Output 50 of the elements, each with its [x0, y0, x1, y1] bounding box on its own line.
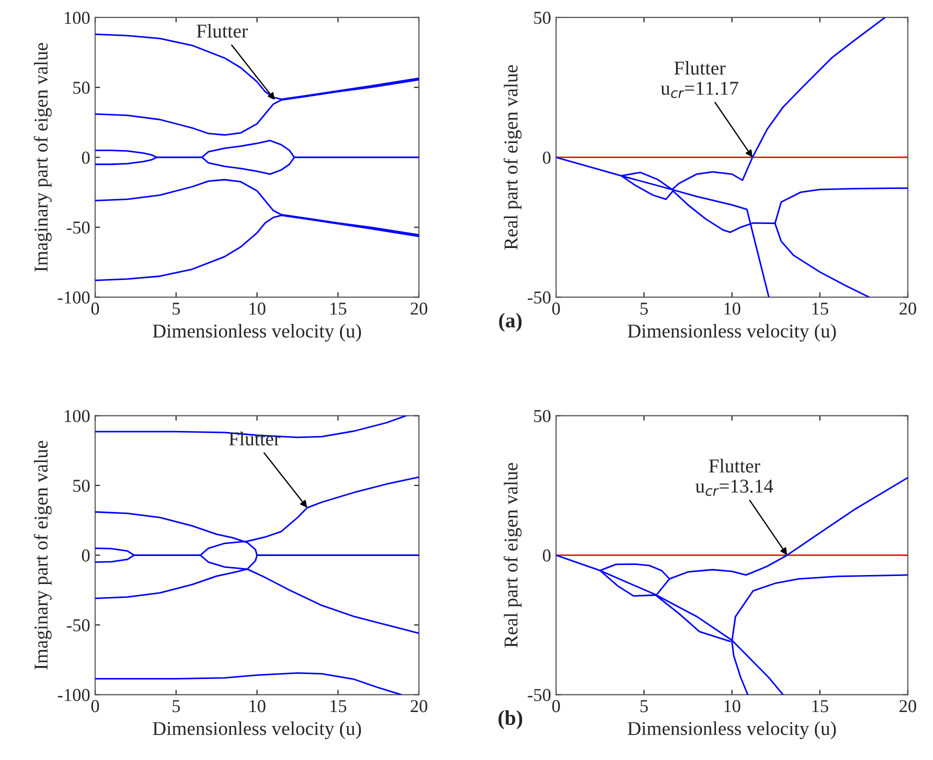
x-tick-label: 0 — [91, 700, 99, 712]
x-tick-label: 20 — [410, 302, 428, 315]
x-tick-label: 5 — [172, 700, 180, 712]
x-axis-title: Dimensionless velocity (u) — [152, 721, 361, 740]
y-tick-label: 0 — [542, 152, 551, 164]
x-tick-label: 15 — [812, 302, 828, 315]
x-tick-label: 20 — [900, 302, 916, 315]
x-tick-label: 5 — [640, 302, 648, 315]
y-tick-label: 50 — [534, 12, 551, 24]
y-tick-label: -100 — [58, 688, 90, 702]
y-axis-title: Imaginary part of eigen value — [34, 440, 52, 670]
y-tick-label: -50 — [66, 221, 90, 234]
y-tick-label: 0 — [82, 549, 90, 562]
x-tick-label: 5 — [640, 700, 648, 712]
x-tick-label: 20 — [410, 700, 428, 712]
annotation: Flutter u$_{cr}$=13.14 — [695, 458, 774, 496]
y-tick-label: -50 — [528, 688, 551, 702]
x-axis-title: Dimensionless velocity (u) — [628, 721, 836, 740]
x-tick-label: 5 — [172, 302, 180, 315]
x-tick-label: 0 — [91, 302, 99, 315]
y-tick-label: 50 — [534, 410, 551, 422]
y-axis-title: Real part of eigen value — [504, 65, 522, 250]
x-tick-label: 15 — [330, 302, 346, 315]
annotation: Flutter — [229, 432, 280, 446]
x-tick-label: 0 — [552, 302, 560, 315]
y-tick-label: 0 — [82, 152, 90, 164]
text: (a) — [499, 312, 522, 332]
y-tick-label: -50 — [66, 619, 90, 632]
y-tick-label: 50 — [73, 82, 90, 94]
y-tick-label: -50 — [528, 291, 551, 304]
x-tick-label: 10 — [724, 302, 740, 315]
annotation: Flutter u$_{cr}$=11.17 — [660, 61, 738, 98]
x-tick-label: 10 — [250, 302, 266, 315]
x-axis-title: Dimensionless velocity (u) — [628, 324, 836, 342]
x-tick-label: 15 — [330, 700, 346, 712]
x-axis-title: Dimensionless velocity (u) — [152, 324, 361, 342]
y-axis-title: Real part of eigen value — [504, 462, 522, 648]
y-tick-label: 0 — [542, 549, 551, 562]
y-axis-title: Imaginary part of eigen value — [34, 43, 52, 272]
y-tick-label: 50 — [73, 480, 90, 492]
x-tick-label: 0 — [552, 700, 560, 712]
y-tick-label: 100 — [64, 410, 90, 422]
annotation: Flutter — [196, 24, 248, 38]
x-tick-label: 10 — [250, 700, 266, 712]
x-tick-label: 15 — [812, 700, 828, 712]
x-tick-label: 10 — [724, 700, 740, 712]
text: (b) — [498, 710, 522, 730]
x-tick-label: 20 — [900, 700, 916, 712]
y-tick-label: 100 — [64, 12, 90, 24]
y-tick-label: -100 — [58, 291, 90, 304]
